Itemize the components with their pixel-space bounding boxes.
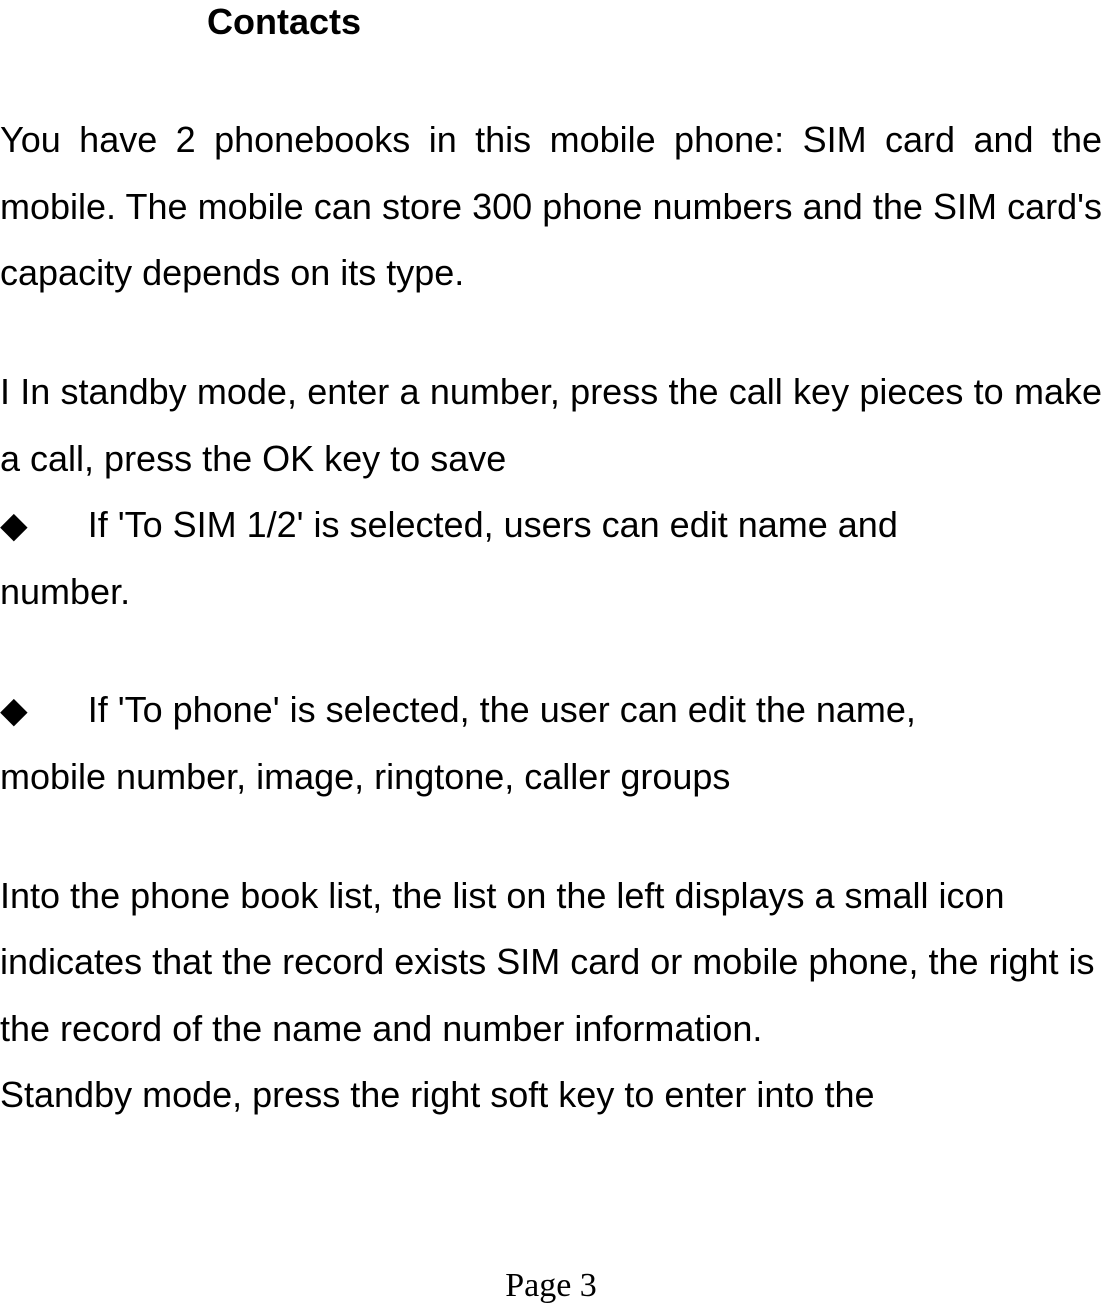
paragraph-intro: You have 2 phonebooks in this mobile pho… bbox=[0, 107, 1102, 307]
section-heading: Contacts bbox=[0, 0, 1102, 43]
paragraph-softkey: Standby mode, press the right soft key t… bbox=[0, 1062, 1102, 1129]
bullet-text-continuation: number. bbox=[0, 559, 1102, 626]
bullet-item-phone: ◆ If 'To phone' is selected, the user ca… bbox=[0, 677, 1102, 810]
bullet-text-continuation: mobile number, image, ringtone, caller g… bbox=[0, 744, 1102, 811]
page-number: Page 3 bbox=[0, 1267, 1102, 1305]
diamond-bullet-icon: ◆ bbox=[0, 677, 28, 744]
bullet-text: If 'To phone' is selected, the user can … bbox=[88, 677, 1102, 744]
paragraph-standby: I In standby mode, enter a number, press… bbox=[0, 359, 1102, 492]
bullet-item-sim: ◆ If 'To SIM 1/2' is selected, users can… bbox=[0, 492, 1102, 625]
paragraph-phonebook-list: Into the phone book list, the list on th… bbox=[0, 863, 1102, 1063]
bullet-text: If 'To SIM 1/2' is selected, users can e… bbox=[88, 492, 1102, 559]
diamond-bullet-icon: ◆ bbox=[0, 492, 28, 559]
